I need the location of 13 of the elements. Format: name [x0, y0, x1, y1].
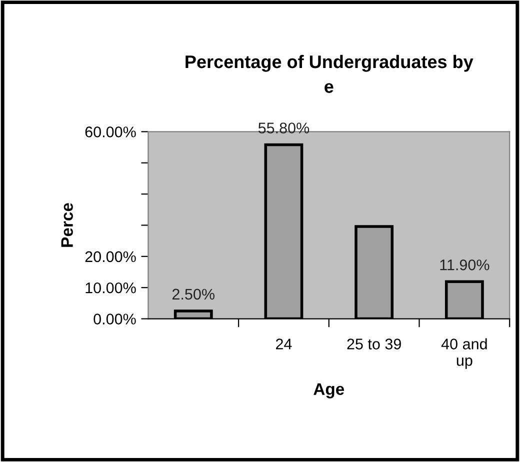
x-tick-label: 24: [276, 338, 292, 350]
data-label: 2.50%: [172, 288, 214, 300]
y-tick-label: 20.00%: [85, 251, 136, 262]
data-label: 11.90%: [440, 260, 490, 270]
chart-title: Percentage of Undergraduates by e: [186, 54, 474, 93]
y-tick-label: 10.00%: [86, 282, 136, 294]
x-axis-title: Age: [314, 383, 344, 398]
y-axis-title: Perce: [61, 203, 73, 247]
data-label: 55.80%: [258, 122, 310, 134]
y-tick-label: 60.00%: [85, 126, 136, 138]
x-tick-label: 25 to 39: [347, 338, 401, 350]
x-tick-label: 40 and up: [441, 338, 487, 369]
y-tick-label: 0.00%: [94, 314, 136, 324]
